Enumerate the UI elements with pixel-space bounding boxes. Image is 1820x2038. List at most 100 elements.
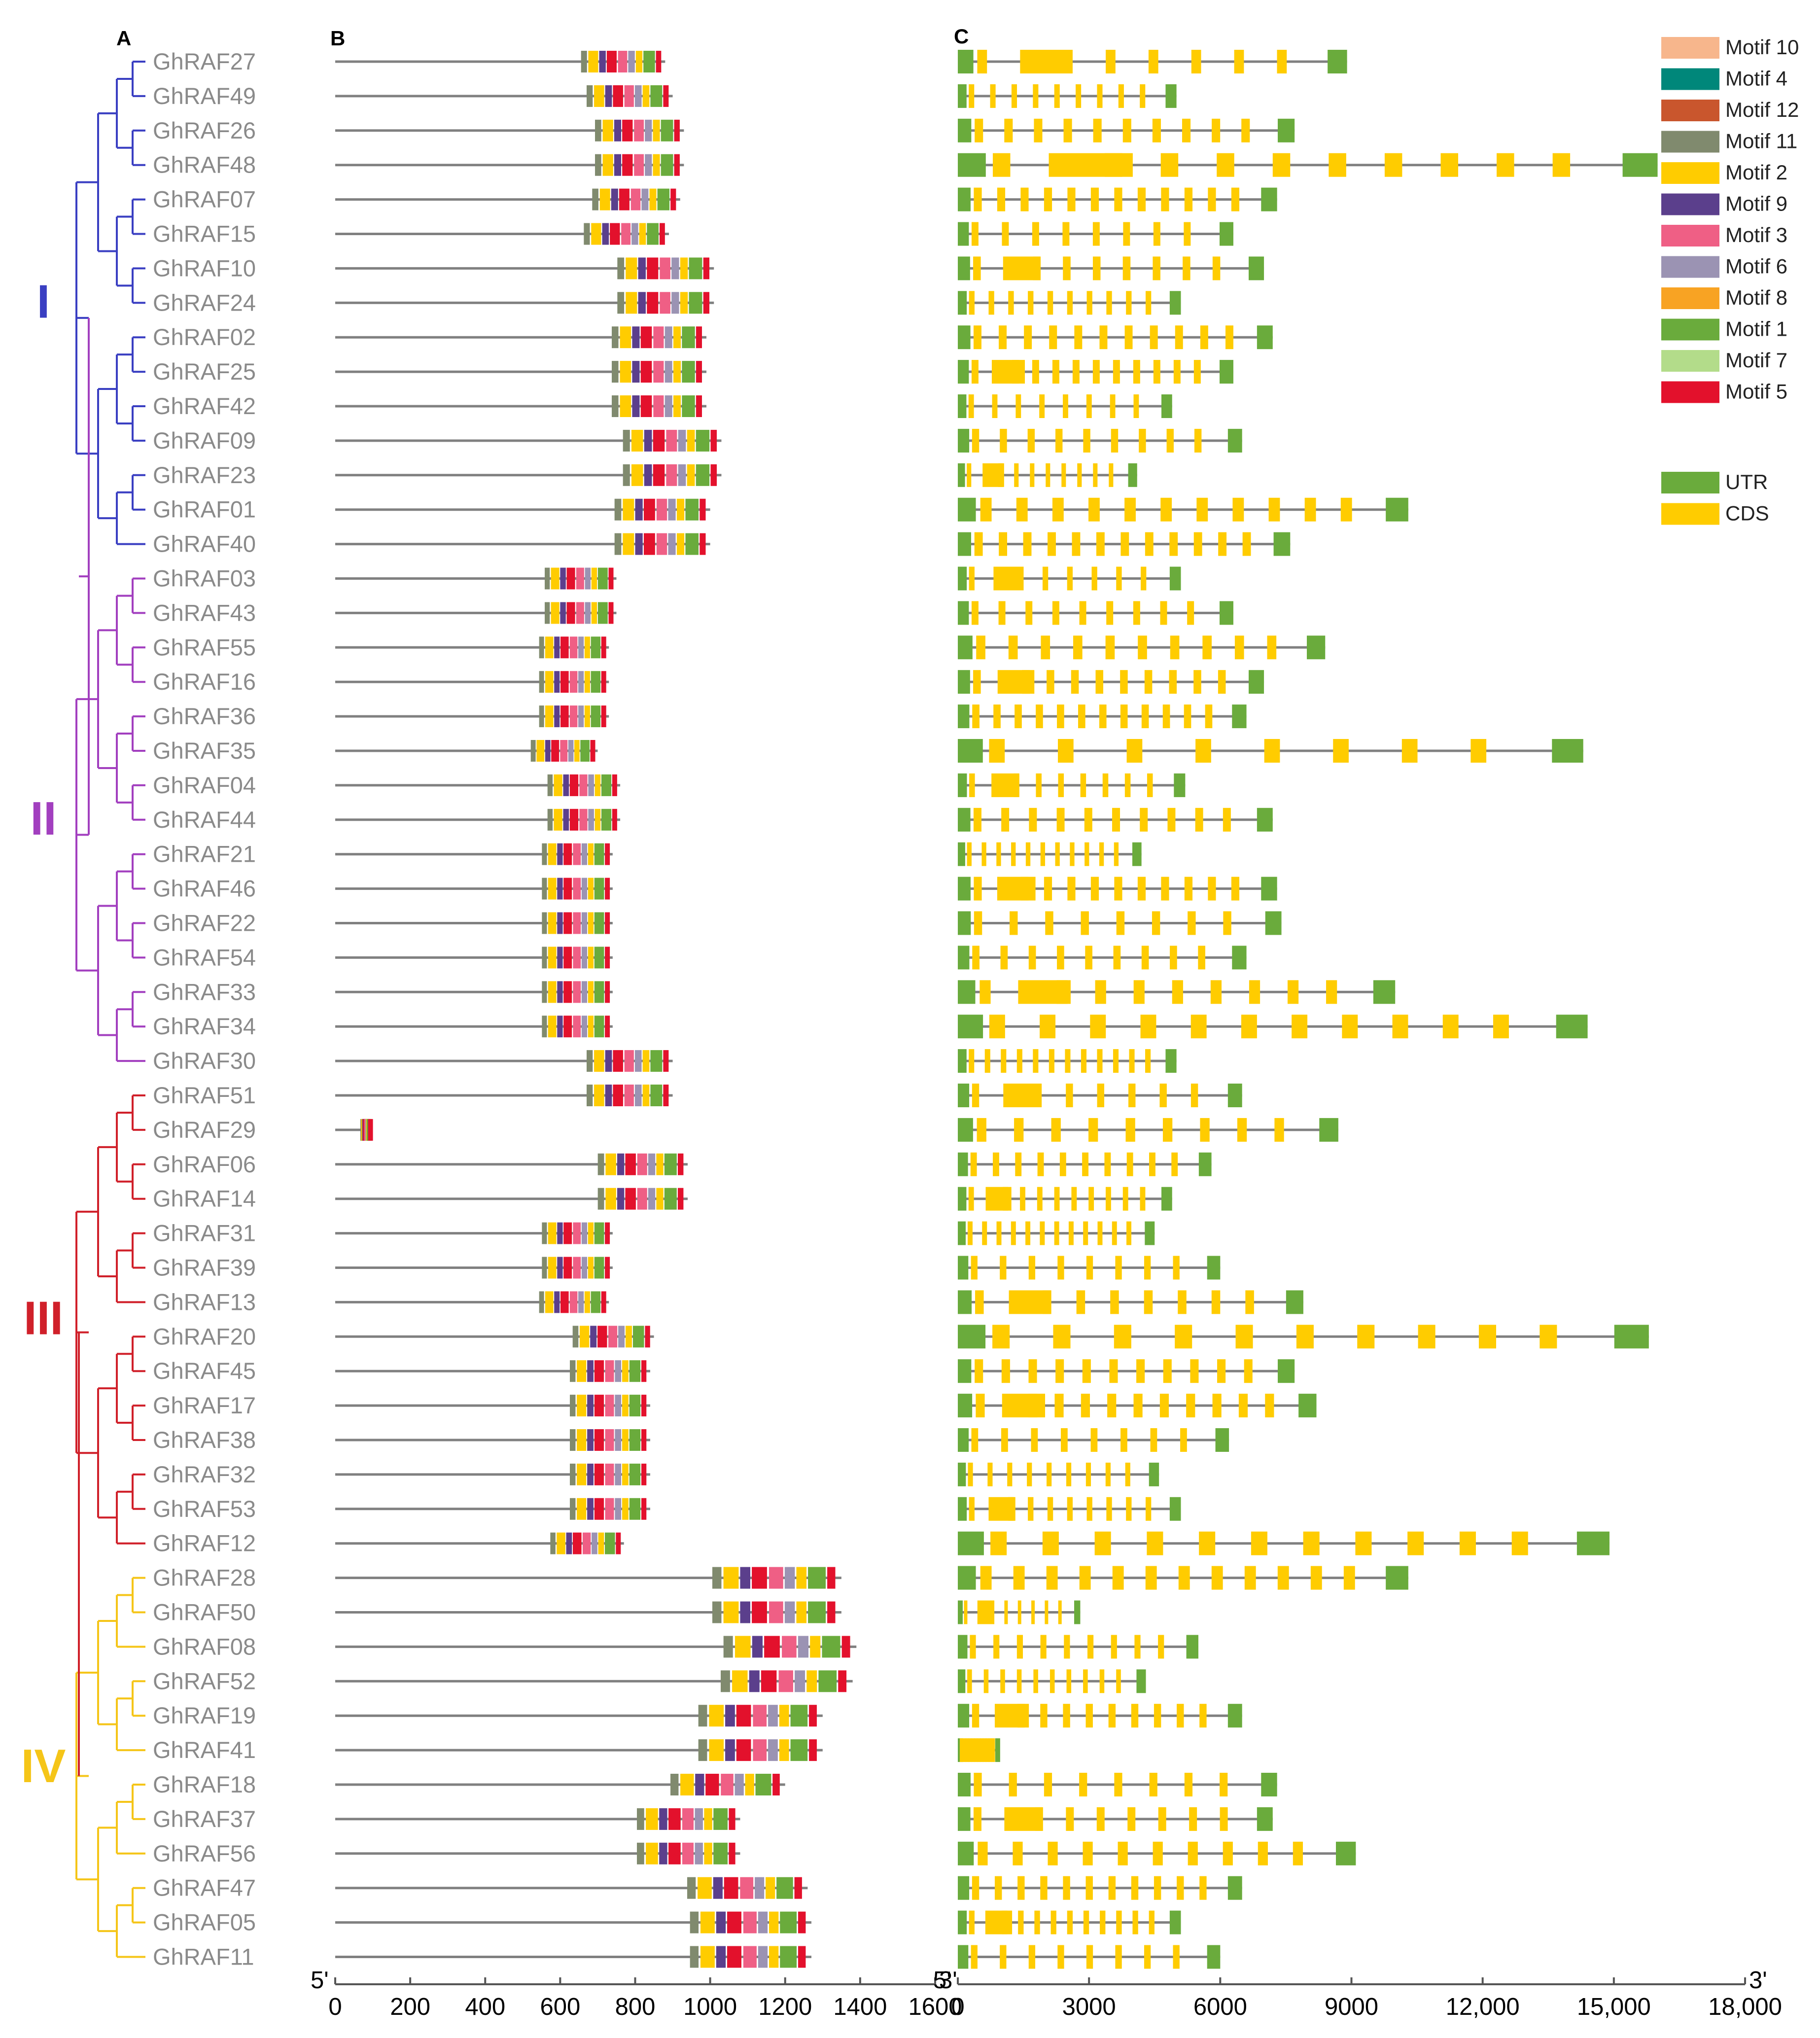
cds-box xyxy=(1079,1773,1087,1796)
motif-9-box xyxy=(566,1532,572,1554)
utr-box xyxy=(1198,1152,1212,1176)
cds-box xyxy=(1161,187,1169,211)
cds-box xyxy=(992,153,1011,177)
cds-box xyxy=(971,1945,978,1969)
motif-2-box xyxy=(810,1636,821,1658)
cds-box xyxy=(1272,153,1291,177)
motif-5-box xyxy=(601,671,606,693)
gene-label: GhRAF08 xyxy=(153,1633,256,1659)
gene-label: GhRAF11 xyxy=(153,1944,254,1970)
cds-box xyxy=(1042,566,1049,591)
cds-box xyxy=(1067,1497,1073,1521)
motif-5-box xyxy=(641,1395,647,1417)
cds-box xyxy=(992,1325,1010,1349)
motif-11-box xyxy=(550,1532,556,1554)
gene-axis-tick-label: 9000 xyxy=(1325,1994,1378,2020)
structure-row xyxy=(958,1152,1212,1176)
cds-box xyxy=(1040,1704,1048,1728)
cds-box xyxy=(1160,601,1167,625)
utr-box xyxy=(958,532,971,556)
utr-box xyxy=(1622,153,1658,177)
motif-1-box xyxy=(591,636,601,659)
motif-2-box xyxy=(599,188,610,211)
gene-label: GhRAF31 xyxy=(153,1220,256,1246)
motif-6-box xyxy=(755,1877,765,1899)
motif-2-box xyxy=(646,1842,658,1864)
motif-5-box xyxy=(566,567,575,590)
cds-box xyxy=(1003,1187,1009,1211)
legend-label: Motif 12 xyxy=(1725,98,1799,121)
cds-box xyxy=(1175,325,1183,350)
motif-5-box xyxy=(798,1911,806,1933)
motif-5-box xyxy=(605,981,610,1003)
cds-box xyxy=(1212,118,1221,142)
motif-1-box xyxy=(664,1153,677,1175)
motif-5-box xyxy=(710,464,717,486)
cds-box xyxy=(1077,463,1082,487)
utr-box xyxy=(1257,808,1273,832)
motif-2-box xyxy=(594,85,604,107)
motif-2-box xyxy=(591,223,601,245)
structure-row xyxy=(958,428,1242,453)
cds-box xyxy=(1175,1325,1192,1349)
structure-row xyxy=(958,497,1408,522)
cds-box xyxy=(1086,1945,1093,1969)
structure-row xyxy=(958,1221,1155,1245)
cds-box xyxy=(1178,1566,1190,1590)
motif-9-box xyxy=(716,1911,726,1933)
cds-box xyxy=(1015,394,1021,418)
utr-box xyxy=(958,428,970,453)
motif-5-box xyxy=(606,51,617,72)
motif-5-box xyxy=(613,1085,623,1106)
legend-swatch xyxy=(1661,256,1719,278)
cds-box xyxy=(974,532,983,556)
clade-i xyxy=(75,61,145,545)
gene-axis-end-label: 3' xyxy=(1749,1967,1767,1994)
motif-2-box xyxy=(579,1326,590,1348)
cds-box xyxy=(1020,877,1029,901)
cds-box xyxy=(1138,635,1147,660)
cds-box xyxy=(970,1635,976,1659)
motif-9-box xyxy=(557,981,563,1003)
cds-box xyxy=(971,1428,979,1452)
cds-box xyxy=(1211,1566,1223,1590)
motif-11-box xyxy=(542,843,547,865)
cds-box xyxy=(1028,1945,1036,1969)
structure-row xyxy=(958,1566,1408,1590)
cds-box xyxy=(1071,1187,1077,1211)
motif-6-box xyxy=(581,1222,588,1244)
cds-box xyxy=(964,1600,968,1624)
motif-row xyxy=(335,947,613,969)
motif-9-box xyxy=(638,292,646,314)
cds-box xyxy=(1122,256,1131,281)
utr-box xyxy=(958,1015,983,1039)
motif-3-box xyxy=(618,51,628,72)
motif-2-box xyxy=(551,602,560,624)
motif-6-box xyxy=(618,1326,625,1348)
motif-3-box xyxy=(560,740,568,762)
cds-box xyxy=(999,532,1008,556)
motif-3-box xyxy=(666,429,677,452)
cds-box xyxy=(1082,1359,1091,1383)
cds-box xyxy=(977,50,987,73)
motif-5-box xyxy=(663,85,669,107)
motif-5-box xyxy=(594,1498,604,1520)
motif-1-box xyxy=(594,1257,604,1279)
cds-box xyxy=(1140,84,1146,108)
motif-9-box xyxy=(590,1326,597,1348)
motif-5-box xyxy=(601,1291,606,1313)
motif-2-box xyxy=(779,1705,789,1727)
cds-box xyxy=(1020,187,1029,211)
utr-box xyxy=(1227,428,1242,453)
cds-box xyxy=(1073,635,1083,660)
motif-row xyxy=(335,1188,688,1210)
cds-box xyxy=(1126,291,1132,315)
motif-6-box xyxy=(592,1532,597,1554)
cds-box xyxy=(1017,1704,1025,1728)
cds-box xyxy=(1108,1704,1116,1728)
cds-box xyxy=(1085,946,1092,970)
motif-11-box xyxy=(623,429,630,452)
motif-row xyxy=(335,429,722,452)
motif-5-box xyxy=(752,1567,767,1589)
cds-box xyxy=(991,1600,995,1624)
